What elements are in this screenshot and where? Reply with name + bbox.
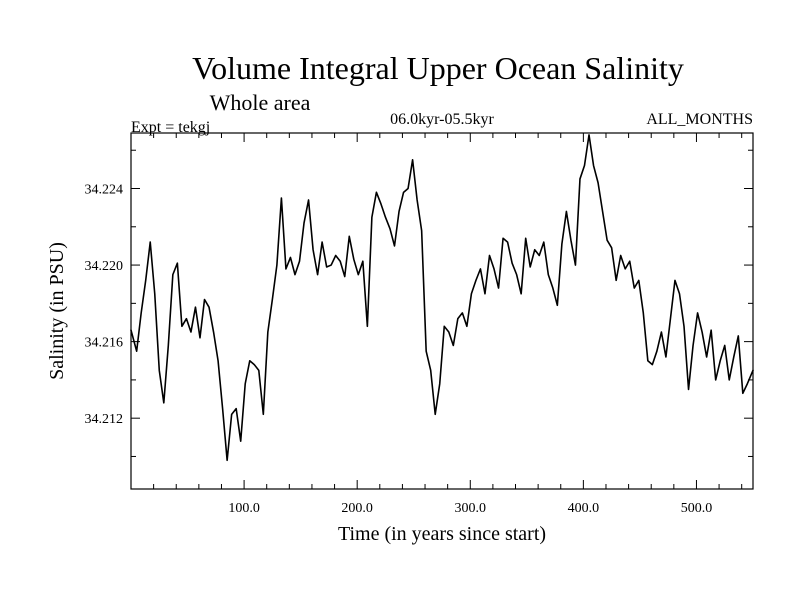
- series-layer: [130, 134, 754, 462]
- x-tick-label: 300.0: [455, 501, 487, 516]
- experiment-label: Expt = tekgj: [131, 119, 210, 136]
- y-tick-label: 34.212: [85, 412, 124, 427]
- time-window-label: 06.0kyr-05.5kyr: [390, 111, 494, 128]
- x-tick-label: 500.0: [681, 501, 713, 516]
- plot-frame: [130, 132, 754, 490]
- x-tick-label: 200.0: [341, 501, 373, 516]
- months-label: ALL_MONTHS: [646, 111, 753, 128]
- x-tick-label: 400.0: [568, 501, 600, 516]
- x-tick-label: 100.0: [228, 501, 260, 516]
- ticks-layer: [131, 133, 753, 489]
- y-tick-label: 34.220: [85, 259, 124, 274]
- tick-labels: 100.0 200.0 300.0 400.0 500.0 34.212 34.216 34.…: [85, 183, 713, 516]
- chart-title: Volume Integral Upper Ocean Salinity: [192, 50, 684, 86]
- series-line-0: [130, 134, 754, 462]
- y-axis-label: Salinity (in PSU): [46, 242, 68, 380]
- x-axis-label: Time (in years since start): [338, 523, 546, 545]
- chart-subtitle: Whole area: [210, 90, 311, 115]
- plot-area: 100.0 200.0 300.0 400.0 500.0 34.212 34.216 34.…: [85, 132, 754, 516]
- y-tick-label: 34.216: [85, 336, 124, 351]
- y-tick-label: 34.224: [85, 183, 124, 198]
